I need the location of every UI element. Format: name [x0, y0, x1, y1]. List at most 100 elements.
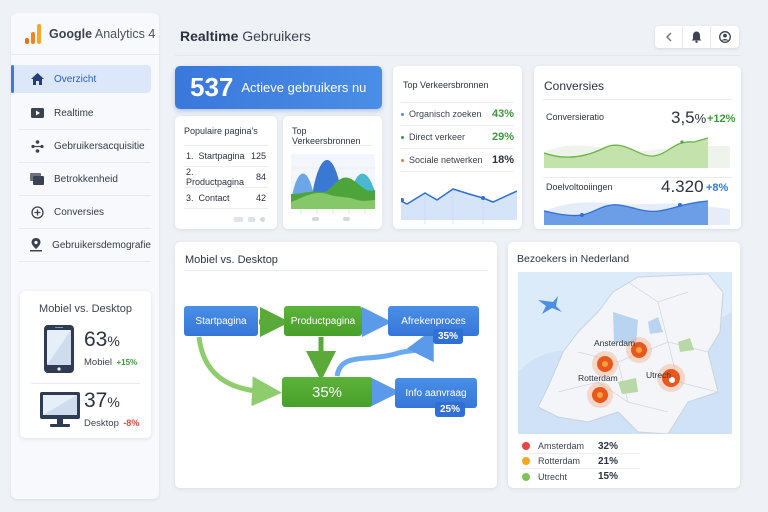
conversion-icon [30, 205, 44, 219]
goal-completions-label: Doelvoltooiingen [546, 182, 613, 192]
page-dot[interactable] [343, 217, 350, 221]
sidebar-item-label: Betrokkenheid [54, 173, 118, 185]
desktop-percentage: 37% [84, 389, 120, 412]
sidebar-item-conversies[interactable]: Conversies [19, 196, 151, 229]
smartphone-icon [44, 325, 74, 373]
traffic-area-chart [291, 154, 375, 214]
city-marker-utrecht[interactable] [657, 364, 685, 392]
page-dot[interactable] [248, 217, 255, 222]
legend-dot-icon [522, 472, 530, 481]
conversion-rate-chart [544, 137, 730, 168]
map-title: Bezoekers in Nederland [517, 253, 630, 265]
funnel-title: Mobiel vs. Desktop [185, 242, 487, 271]
funnel-node-middle-percentage[interactable]: 35% [282, 377, 372, 407]
pagination-dots [234, 217, 265, 222]
location-pin-icon [30, 238, 43, 252]
bullet-icon [401, 113, 404, 117]
map-legend: Amsterdam 32% Rotterdam 21% Utrecht 15% [522, 439, 640, 484]
city-marker-rotterdam[interactable] [587, 382, 613, 408]
sidebar-item-label: Gebruikersacquisitie [54, 140, 145, 152]
table-row[interactable]: 2. Productpagina 84 [184, 167, 268, 188]
traffic-sources-card: Top Verkeersbronnen Organisch zoeken 43%… [393, 66, 522, 229]
mobile-percentage: 63% [84, 328, 120, 351]
page-dot[interactable] [312, 217, 319, 221]
app-name: Google Analytics 4 [49, 26, 156, 41]
mobile-delta: +15% [116, 358, 138, 367]
sidebar-item-gebruikersacquisitie[interactable]: Gebruikersacquisitie [19, 130, 151, 163]
divider [543, 177, 732, 178]
legend-item: Utrecht 15% [522, 469, 640, 484]
netherlands-map-card: Bezoekers in Nederland Ansterdam Rotterd… [508, 242, 740, 488]
funnel-node-productpagina[interactable]: Productpagina [284, 306, 362, 336]
divider [31, 383, 140, 384]
city-marker-haarlem[interactable] [592, 351, 618, 377]
conversion-rate-delta: +12% [707, 113, 736, 125]
conversions-title: Conversies [543, 66, 732, 100]
traffic-line-chart [401, 188, 517, 224]
acquisition-icon [30, 139, 44, 153]
conversion-rate-value: 3,5% [671, 108, 707, 127]
bell-icon [691, 31, 702, 43]
page-dot[interactable] [234, 217, 243, 222]
active-users-label: Actieve gebruikers nu [241, 80, 367, 95]
map-label-amsterdam: Ansterdam [594, 338, 635, 348]
sidebar-item-overzicht[interactable]: Overzicht [11, 65, 151, 93]
home-icon [30, 72, 44, 86]
legend-dot-icon [522, 457, 530, 465]
conversion-rate-label: Conversieratio [546, 112, 605, 122]
desktop-row: 37% Desktop -8% [20, 389, 151, 431]
city-marker-amsterdam[interactable] [626, 337, 652, 363]
page-title: Realtime Gebruikers [180, 28, 311, 44]
funnel-arrows [196, 307, 434, 407]
netherlands-map[interactable]: Ansterdam Rotterdam Utrech [518, 272, 732, 434]
funnel-node-startpagina[interactable]: Startpagina [184, 306, 258, 336]
desktop-monitor-icon [40, 392, 80, 427]
sidebar-item-realtime[interactable]: Realtime [19, 97, 151, 130]
traffic-sources-title: Top Verkeersbronnen [401, 66, 514, 103]
sidebar-item-label: Realtime [54, 107, 94, 119]
device-split-card: Mobiel vs. Desktop 63% Mobiel +15% 37% D… [20, 291, 151, 438]
active-users-count: 537 [190, 72, 234, 102]
sidebar-item-betrokkenheid[interactable]: Betrokkenheid [19, 163, 151, 196]
goal-completions-delta: +8% [706, 182, 729, 194]
app-logo[interactable]: Google Analytics 4 [11, 13, 159, 55]
active-users-banner[interactable]: 537 Actieve gebruikers nu [175, 66, 382, 109]
user-icon [719, 31, 731, 43]
funnel-card: Mobiel vs. Desktop Startpagina Productpa… [175, 242, 497, 488]
engagement-icon [30, 172, 44, 186]
desktop-delta: -8% [123, 418, 140, 428]
legend-item: Rotterdam 21% [522, 454, 640, 469]
sidebar-item-label: Overzicht [54, 73, 97, 85]
traffic-chart-card: Top Verkeersbronnen [283, 116, 382, 229]
play-icon [30, 106, 44, 120]
funnel-node-afrekenproces[interactable]: Afrekenproces [388, 306, 479, 336]
list-item[interactable]: Direct verkeer 29% [401, 126, 514, 149]
sidebar-item-label: Gebruikersdemografie [52, 239, 151, 251]
table-row[interactable]: 1. Startpagina 125 [184, 146, 268, 167]
desktop-label: Desktop [84, 418, 119, 429]
page-dot[interactable] [260, 217, 265, 222]
map-label-utrecht: Utrech [646, 370, 671, 380]
chevron-left-icon [665, 32, 671, 42]
info-percentage-badge: 25% [435, 402, 466, 417]
sidebar-item-gebruikersdemografie[interactable]: Gebruikersdemografie [19, 229, 151, 262]
airplane-icon [538, 296, 562, 314]
profile-button[interactable] [711, 26, 739, 48]
goal-completions-chart [544, 200, 730, 225]
sidebar-nav: Overzicht Realtime Gebruikersacquisitie … [11, 65, 159, 262]
legend-dot-icon [522, 442, 530, 450]
mobile-row: 63% Mobiel +15% [20, 325, 151, 373]
back-button[interactable] [655, 26, 683, 48]
list-item[interactable]: Sociale netwerken 18% [401, 149, 514, 172]
map-label-rotterdam: Rotterdam [578, 373, 618, 383]
notifications-button[interactable] [683, 26, 711, 48]
checkout-percentage-badge: 35% [433, 329, 464, 344]
popular-pages-card: Populaire pagina's 1. Startpagina 125 2.… [175, 116, 277, 229]
table-row[interactable]: 3. Contact 42 [184, 188, 268, 209]
goal-completions-value: 4.320 [661, 177, 704, 196]
traffic-chart-title: Top Verkeersbronnen [292, 116, 373, 146]
popular-pages-title: Populaire pagina's [184, 116, 268, 146]
device-card-title: Mobiel vs. Desktop [39, 303, 132, 315]
page-header: Realtime Gebruikers [175, 20, 741, 56]
list-item[interactable]: Organisch zoeken 43% [401, 103, 514, 126]
